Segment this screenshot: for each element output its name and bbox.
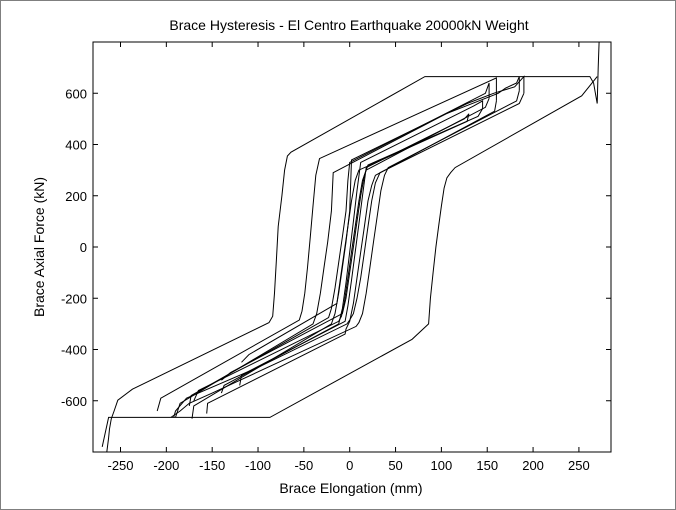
x-tick-label: -150: [199, 458, 225, 473]
y-tick-label: -400: [61, 343, 87, 358]
hysteresis-loop-5: [175, 76, 520, 418]
hysteresis-loop-8: [173, 93, 525, 418]
y-tick-label: -200: [61, 291, 87, 306]
hysteresis-loop-1: [106, 41, 600, 453]
y-axis-ticks: -600 -400 -200 0 200 400 600: [61, 86, 611, 409]
x-axis-label: Brace Elongation (mm): [279, 480, 422, 496]
y-tick-label: 200: [65, 189, 87, 204]
x-tick-label: 100: [431, 458, 453, 473]
x-tick-label: -50: [294, 458, 313, 473]
hysteresis-loop-2: [101, 76, 598, 448]
x-tick-label: 50: [388, 458, 402, 473]
x-axis-ticks: -250 -200 -150 -100 -50 0 50 100 150 200 250: [107, 42, 590, 473]
x-tick-label: -100: [245, 458, 271, 473]
y-tick-label: 600: [65, 86, 87, 101]
y-tick-label: 400: [65, 138, 87, 153]
hysteresis-loop-9: [188, 82, 490, 406]
x-tick-label: 250: [568, 458, 590, 473]
x-tick-label: -200: [153, 458, 179, 473]
x-tick-label: -250: [107, 458, 133, 473]
chart-title: Brace Hysteresis - El Centro Earthquake …: [169, 17, 528, 33]
y-tick-label: -600: [61, 394, 87, 409]
hysteresis-curves: [101, 41, 600, 453]
x-tick-label: 150: [476, 458, 498, 473]
hysteresis-loop-14: [241, 113, 470, 363]
y-tick-label: 0: [80, 240, 87, 255]
hysteresis-loop-12: [221, 108, 484, 381]
x-tick-label: 200: [522, 458, 544, 473]
hysteresis-loop-4: [206, 100, 497, 414]
hysteresis-loop-13: [239, 113, 470, 386]
y-axis-label: Brace Axial Force (kN): [31, 177, 47, 317]
x-tick-label: 0: [346, 458, 353, 473]
hysteresis-loop-6: [170, 90, 520, 418]
hysteresis-loop-3: [156, 77, 497, 412]
